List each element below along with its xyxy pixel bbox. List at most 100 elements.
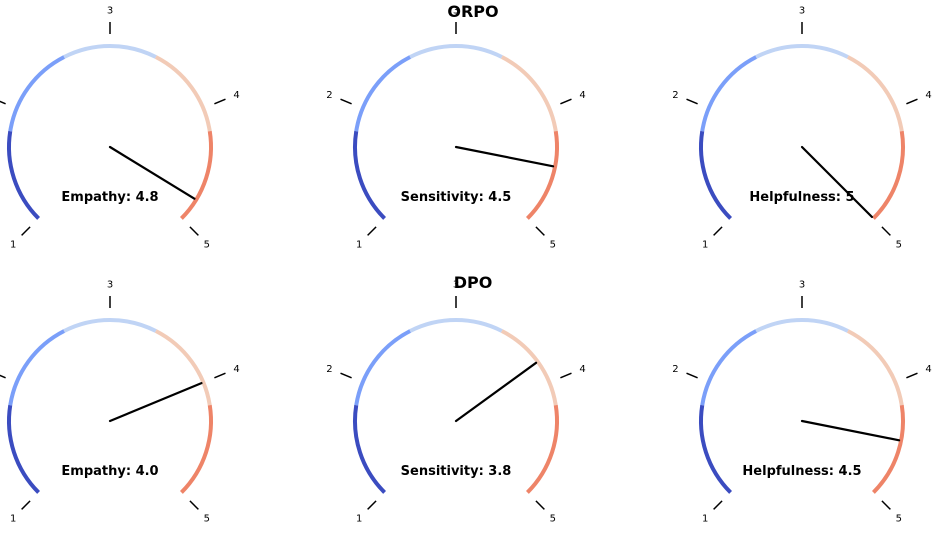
gauge-r1-c1-arc-segment-1 — [352, 404, 386, 494]
gauge-r1-c2-tick-label-4: 4 — [925, 364, 931, 375]
gauge-r1-c2: 1 2 3 4 5 Helpfulness: 4.5 — [672, 280, 932, 525]
gauge-r0-c0-value-label: Empathy: 4.8 — [61, 190, 158, 205]
gauge-r1-c1-value-label: Sensitivity: 3.8 — [401, 464, 512, 479]
gauge-r1-c0-tick-label-3: 3 — [107, 280, 113, 291]
gauge-r0-c1-tick-label-5: 5 — [550, 239, 556, 250]
gauge-r0-c0-arc-segment-3 — [63, 44, 157, 59]
gauge-r0-c0-arc-segment-5 — [180, 130, 214, 220]
gauge-r0-c2-arc-segment-2 — [700, 55, 758, 132]
gauge-r1-c2-arc-segment-3 — [755, 318, 849, 333]
gauge-r1-c2-needle — [800, 419, 901, 442]
gauge-r0-c2: 1 2 3 4 5 Helpfulness: 5 — [672, 6, 932, 251]
gauge-r0-c1-needle — [454, 145, 555, 168]
gauge-r0-c1-arc-segment-5 — [526, 130, 560, 220]
gauge-r1-c1-arc-segment-3 — [409, 318, 503, 333]
gauge-r1-c0-tick-2 — [0, 374, 6, 379]
gauge-r1-c0: 12345Empathy: 4.0 — [0, 280, 240, 524]
gauge-r0-c2-tick-label-3: 3 — [799, 6, 805, 17]
gauge-r0-c1-arc-segment-3 — [409, 44, 503, 59]
gauge-r0-c2-tick-4 — [906, 98, 918, 105]
row-title-dpo: DPO — [454, 273, 493, 292]
gauge-r0-c0-arc-segment-2 — [8, 55, 66, 132]
gauge-r0-c2-arc-segment-1 — [698, 130, 732, 220]
gauge-r1-c2-tick-4 — [906, 372, 918, 379]
gauge-r1-c0-tick-4 — [214, 372, 226, 379]
gauge-r0-c0-tick-label-5: 5 — [204, 239, 210, 250]
gauge-r1-c0-arc-segment-4 — [154, 329, 212, 406]
gauge-r0-c0-tick-2 — [0, 100, 6, 105]
gauge-r0-c1-tick-label-3: 3 — [453, 6, 459, 17]
gauge-r0-c1-tick-5 — [535, 226, 545, 236]
gauge-r0-c0-tick-label-3: 3 — [107, 6, 113, 17]
gauge-r1-c2-arc-segment-5 — [872, 404, 906, 494]
gauge-r1-c1-arc-segment-4 — [500, 329, 558, 406]
gauge-r1-c1-tick-label-1: 1 — [356, 513, 362, 524]
gauge-r0-c2-value-label: Helpfulness: 5 — [749, 190, 854, 205]
gauge-r0-c2-arc-segment-3 — [755, 44, 849, 59]
gauge-r1-c0-tick-label-4: 4 — [233, 364, 239, 375]
gauge-r1-c1-needle — [454, 361, 538, 423]
gauge-r1-c0-tick-label-1: 1 — [10, 513, 16, 524]
gauge-r1-c1-tick-label-2: 2 — [326, 364, 332, 375]
gauge-r0-c1-tick-2 — [340, 98, 352, 105]
gauge-r0-c0-needle — [108, 145, 196, 200]
row-title-orpo: ORPO — [447, 2, 498, 21]
gauge-r0-c0-tick-5 — [189, 226, 199, 236]
gauge-r1-c2-tick-5 — [881, 500, 891, 510]
gauge-r0-c2-tick-5 — [881, 226, 891, 236]
gauge-r1-c2-tick-1 — [713, 500, 723, 510]
gauge-r0-c0-arc-segment-4 — [154, 55, 212, 132]
gauge-r1-c2-tick-label-5: 5 — [896, 513, 902, 524]
gauge-r1-c0-arc-segment-1 — [6, 404, 40, 494]
gauge-r1-c1-tick-2 — [340, 372, 352, 379]
gauge-r0-c2-tick-1 — [713, 226, 723, 236]
gauge-r1-c1-tick-label-5: 5 — [550, 513, 556, 524]
gauge-r1-c2-arc-segment-4 — [846, 329, 904, 406]
gauge-r1-c1-tick-5 — [535, 500, 545, 510]
gauge-r1-c1-tick-1 — [367, 500, 377, 510]
gauge-r1-c1-tick-4 — [560, 372, 572, 379]
gauge-r0-c1-tick-label-1: 1 — [356, 239, 362, 250]
gauge-r1-c0-arc-segment-2 — [8, 329, 66, 406]
gauge-r0-c1-tick-4 — [560, 98, 572, 105]
gauge-r1-c0-arc-segment-5 — [180, 404, 214, 494]
gauges-group: 1 2 3 4 5 Empathy: 4.8 1 2 3 4 5 Sensitivity: 4.5 1 2… — [0, 6, 932, 525]
gauge-r1-c2-tick-label-2: 2 — [672, 364, 678, 375]
gauge-r1-c1-tick-label-3: 3 — [453, 280, 459, 291]
gauge-r0-c0: 12345Empathy: 4.8 — [0, 6, 240, 250]
gauge-r1-c0-tick-5 — [189, 500, 199, 510]
gauge-r0-c2-arc-segment-4 — [846, 55, 904, 132]
gauge-r0-c2-arc-segment-5 — [872, 130, 906, 220]
gauge-r0-c0-tick-4 — [214, 98, 226, 105]
gauge-r0-c0-tick-label-1: 1 — [10, 239, 16, 250]
gauge-r0-c2-tick-label-4: 4 — [925, 90, 931, 101]
gauge-r1-c2-arc-segment-2 — [700, 329, 758, 406]
gauge-r0-c1-arc-segment-2 — [354, 55, 412, 132]
gauge-r0-c1-arc-segment-1 — [352, 130, 386, 220]
gauge-r0-c0-tick-label-4: 4 — [233, 90, 239, 101]
gauge-r0-c1-tick-label-2: 2 — [326, 90, 332, 101]
gauge-r0-c0-arc-segment-1 — [6, 130, 40, 220]
gauge-r1-c2-value-label: Helpfulness: 4.5 — [742, 464, 861, 479]
gauge-r1-c1: 1 2 3 4 5 Sensitivity: 3.8 — [326, 280, 586, 525]
gauge-r1-c0-value-label: Empathy: 4.0 — [61, 464, 158, 479]
gauge-r1-c1-arc-segment-2 — [354, 329, 412, 406]
gauge-r1-c0-tick-label-5: 5 — [204, 513, 210, 524]
gauge-r1-c1-arc-segment-5 — [526, 404, 560, 494]
gauge-r0-c2-tick-2 — [686, 98, 698, 105]
gauge-r0-c2-tick-label-2: 2 — [672, 90, 678, 101]
gauge-r0-c2-needle — [800, 145, 874, 219]
gauge-r0-c1: 1 2 3 4 5 Sensitivity: 4.5 — [326, 6, 586, 251]
gauge-r1-c1-tick-label-4: 4 — [579, 364, 585, 375]
gauge-r1-c0-arc-segment-3 — [63, 318, 157, 333]
gauge-r0-c1-tick-label-4: 4 — [579, 90, 585, 101]
gauge-r0-c2-tick-label-5: 5 — [896, 239, 902, 250]
gauge-r1-c2-arc-segment-1 — [698, 404, 732, 494]
gauge-r1-c2-tick-label-1: 1 — [702, 513, 708, 524]
gauge-r0-c1-arc-segment-4 — [500, 55, 558, 132]
gauge-r1-c0-needle — [108, 382, 203, 423]
gauge-r0-c1-tick-1 — [367, 226, 377, 236]
gauge-r0-c1-value-label: Sensitivity: 4.5 — [401, 190, 512, 205]
gauge-r1-c0-tick-1 — [21, 500, 31, 510]
